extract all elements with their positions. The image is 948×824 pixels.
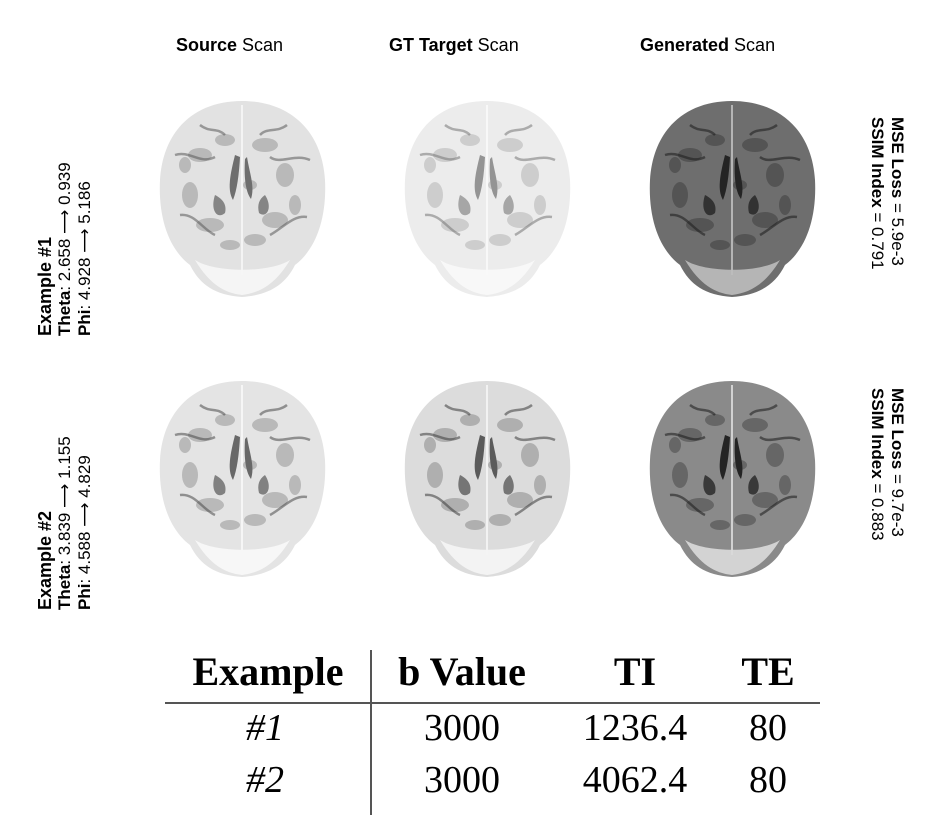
scan-ex1-generated [645, 95, 820, 305]
brain-slice-image [159, 101, 326, 297]
table-cell-te: 80 [749, 707, 787, 749]
brain-slice-image [159, 381, 326, 577]
brain-slice-image [404, 101, 571, 297]
table-header-b-value: b Value [398, 649, 526, 694]
brain-slice-image [404, 381, 571, 577]
brain-slice-image [649, 381, 816, 577]
example-1-ssim: SSIM Index = 0.791 [868, 117, 887, 270]
table-cell-ti: 4062.4 [582, 759, 688, 801]
table-header-example: Example [192, 649, 344, 694]
header-source-scan: Source Scan [176, 35, 284, 55]
scan-ex1-target [400, 95, 575, 305]
example-2-label: Example #2 Theta: 3.839 ⟶ 1.155 Phi: 4.5… [35, 370, 95, 610]
table-header-rule [165, 702, 820, 704]
table-header-ti: TI [613, 649, 657, 694]
example-2-mse: MSE Loss = 9.7e-3 [888, 388, 907, 537]
scan-ex1-source [155, 95, 330, 305]
parameter-table: Example b Value TI TE #1 3000 1236.4 80 … [165, 640, 825, 815]
table-cell-b-value: 3000 [424, 707, 500, 749]
scan-ex2-generated [645, 375, 820, 585]
table-column-rule [370, 650, 372, 815]
table-cell-b-value: 3000 [424, 759, 500, 801]
scan-ex2-target [400, 375, 575, 585]
scan-ex2-source [155, 375, 330, 585]
example-1-mse: MSE Loss = 5.9e-3 [888, 117, 907, 266]
header-gt-target-scan: GT Target Scan [389, 35, 519, 55]
example-2-theta: Theta: 3.839 ⟶ 1.155 [55, 436, 74, 610]
brain-slice-image [649, 101, 816, 297]
header-generated-scan: Generated Scan [640, 35, 776, 55]
table-cell-te: 80 [749, 759, 787, 801]
example-2-metrics: MSE Loss = 9.7e-3 SSIM Index = 0.883 [863, 388, 907, 588]
table-cell-example: #2 [246, 759, 284, 801]
example-1-phi: Phi: 4.928 ⟶ 5.186 [75, 181, 94, 336]
example-1-label: Example #1 Theta: 2.658 ⟶ 0.939 Phi: 4.9… [35, 96, 95, 336]
table-cell-example: #1 [246, 707, 284, 749]
example-2-title: Example #2 [35, 510, 55, 610]
table-cell-ti: 1236.4 [582, 707, 688, 749]
example-1-metrics: MSE Loss = 5.9e-3 SSIM Index = 0.791 [863, 117, 907, 317]
table-header-te: TE [741, 649, 795, 694]
example-2-ssim: SSIM Index = 0.883 [868, 388, 887, 541]
example-1-theta: Theta: 2.658 ⟶ 0.939 [55, 162, 74, 336]
example-2-phi: Phi: 4.588 ⟶ 4.829 [75, 455, 94, 610]
example-1-title: Example #1 [35, 236, 55, 336]
